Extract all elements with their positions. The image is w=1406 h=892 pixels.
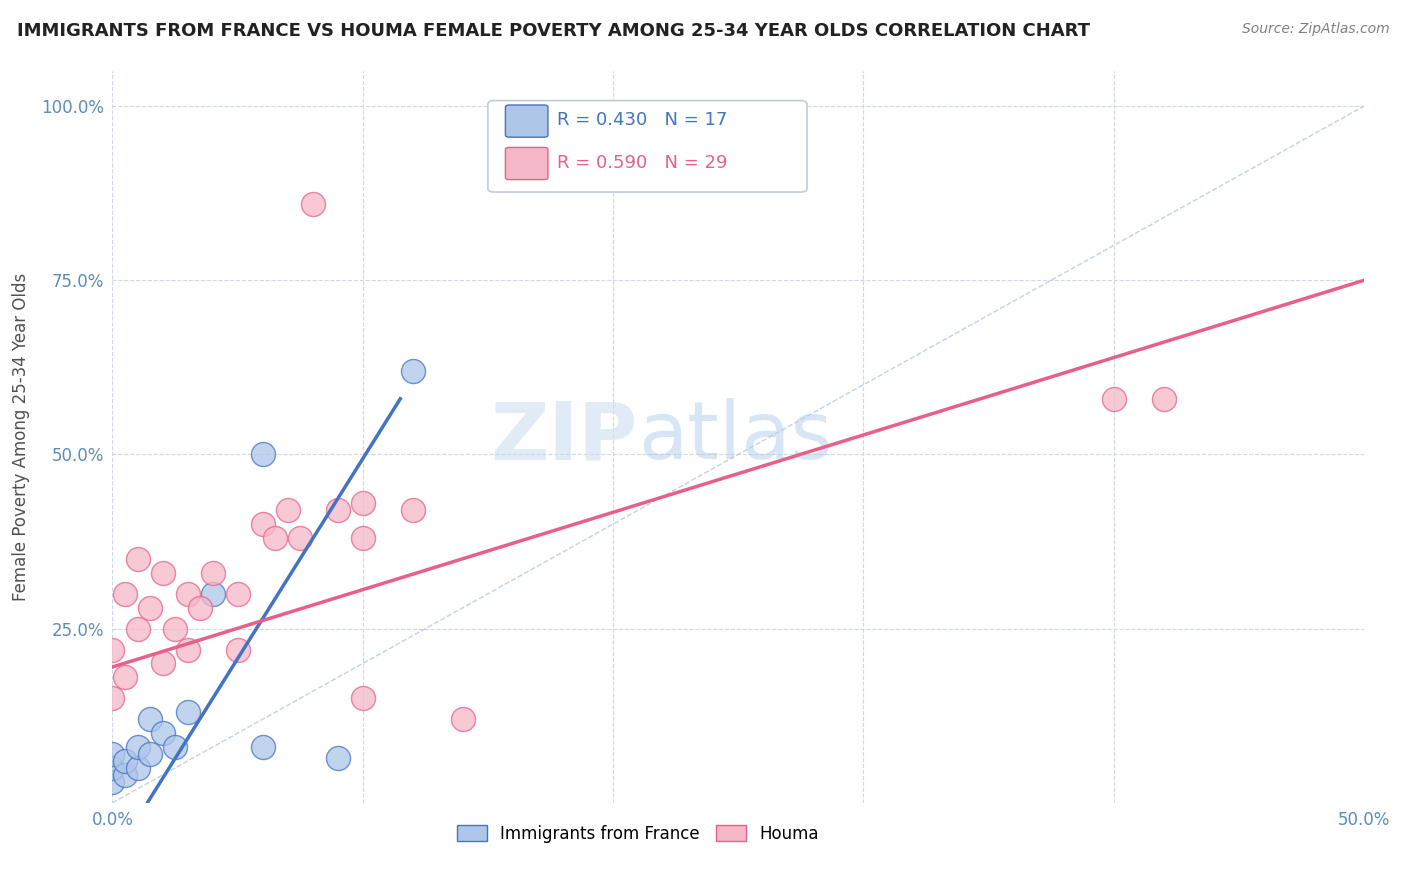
Point xyxy=(127,552,149,566)
Point xyxy=(152,566,174,580)
Text: IMMIGRANTS FROM FRANCE VS HOUMA FEMALE POVERTY AMONG 25-34 YEAR OLDS CORRELATION: IMMIGRANTS FROM FRANCE VS HOUMA FEMALE P… xyxy=(17,22,1090,40)
Point xyxy=(201,587,224,601)
Point xyxy=(352,691,374,706)
Point xyxy=(176,642,198,657)
Point xyxy=(127,761,149,775)
Y-axis label: Female Poverty Among 25-34 Year Olds: Female Poverty Among 25-34 Year Olds xyxy=(13,273,30,601)
Point xyxy=(127,622,149,636)
Point xyxy=(252,517,274,532)
Point xyxy=(152,726,174,740)
Point xyxy=(139,747,162,761)
Point xyxy=(114,587,136,601)
Point xyxy=(176,705,198,719)
Point xyxy=(101,775,124,789)
Text: R = 0.590   N = 29: R = 0.590 N = 29 xyxy=(557,153,727,172)
Point xyxy=(226,642,249,657)
Point xyxy=(264,531,287,545)
Point xyxy=(402,503,425,517)
Point xyxy=(252,448,274,462)
Point xyxy=(277,503,299,517)
Point xyxy=(114,754,136,768)
Point xyxy=(101,691,124,706)
Text: Source: ZipAtlas.com: Source: ZipAtlas.com xyxy=(1241,22,1389,37)
Point xyxy=(139,600,162,615)
Point xyxy=(326,503,349,517)
Point xyxy=(163,622,186,636)
FancyBboxPatch shape xyxy=(505,147,548,179)
Text: ZIP: ZIP xyxy=(491,398,638,476)
Point xyxy=(114,768,136,782)
FancyBboxPatch shape xyxy=(488,101,807,192)
Point xyxy=(163,740,186,755)
Text: atlas: atlas xyxy=(638,398,832,476)
Point xyxy=(201,566,224,580)
Point xyxy=(152,657,174,671)
Point xyxy=(188,600,211,615)
Point xyxy=(352,496,374,510)
Text: R = 0.430   N = 17: R = 0.430 N = 17 xyxy=(557,112,727,129)
Point xyxy=(101,761,124,775)
Point xyxy=(451,712,474,726)
Point xyxy=(1102,392,1125,406)
Legend: Immigrants from France, Houma: Immigrants from France, Houma xyxy=(450,818,825,849)
Point xyxy=(301,196,323,211)
Point xyxy=(352,531,374,545)
Point xyxy=(402,364,425,378)
Point xyxy=(127,740,149,755)
Point xyxy=(176,587,198,601)
Point xyxy=(326,750,349,764)
FancyBboxPatch shape xyxy=(505,105,548,137)
Point xyxy=(101,642,124,657)
Point xyxy=(290,531,312,545)
Point xyxy=(114,670,136,684)
Point xyxy=(139,712,162,726)
Point xyxy=(1153,392,1175,406)
Point xyxy=(226,587,249,601)
Point xyxy=(101,747,124,761)
Point xyxy=(252,740,274,755)
